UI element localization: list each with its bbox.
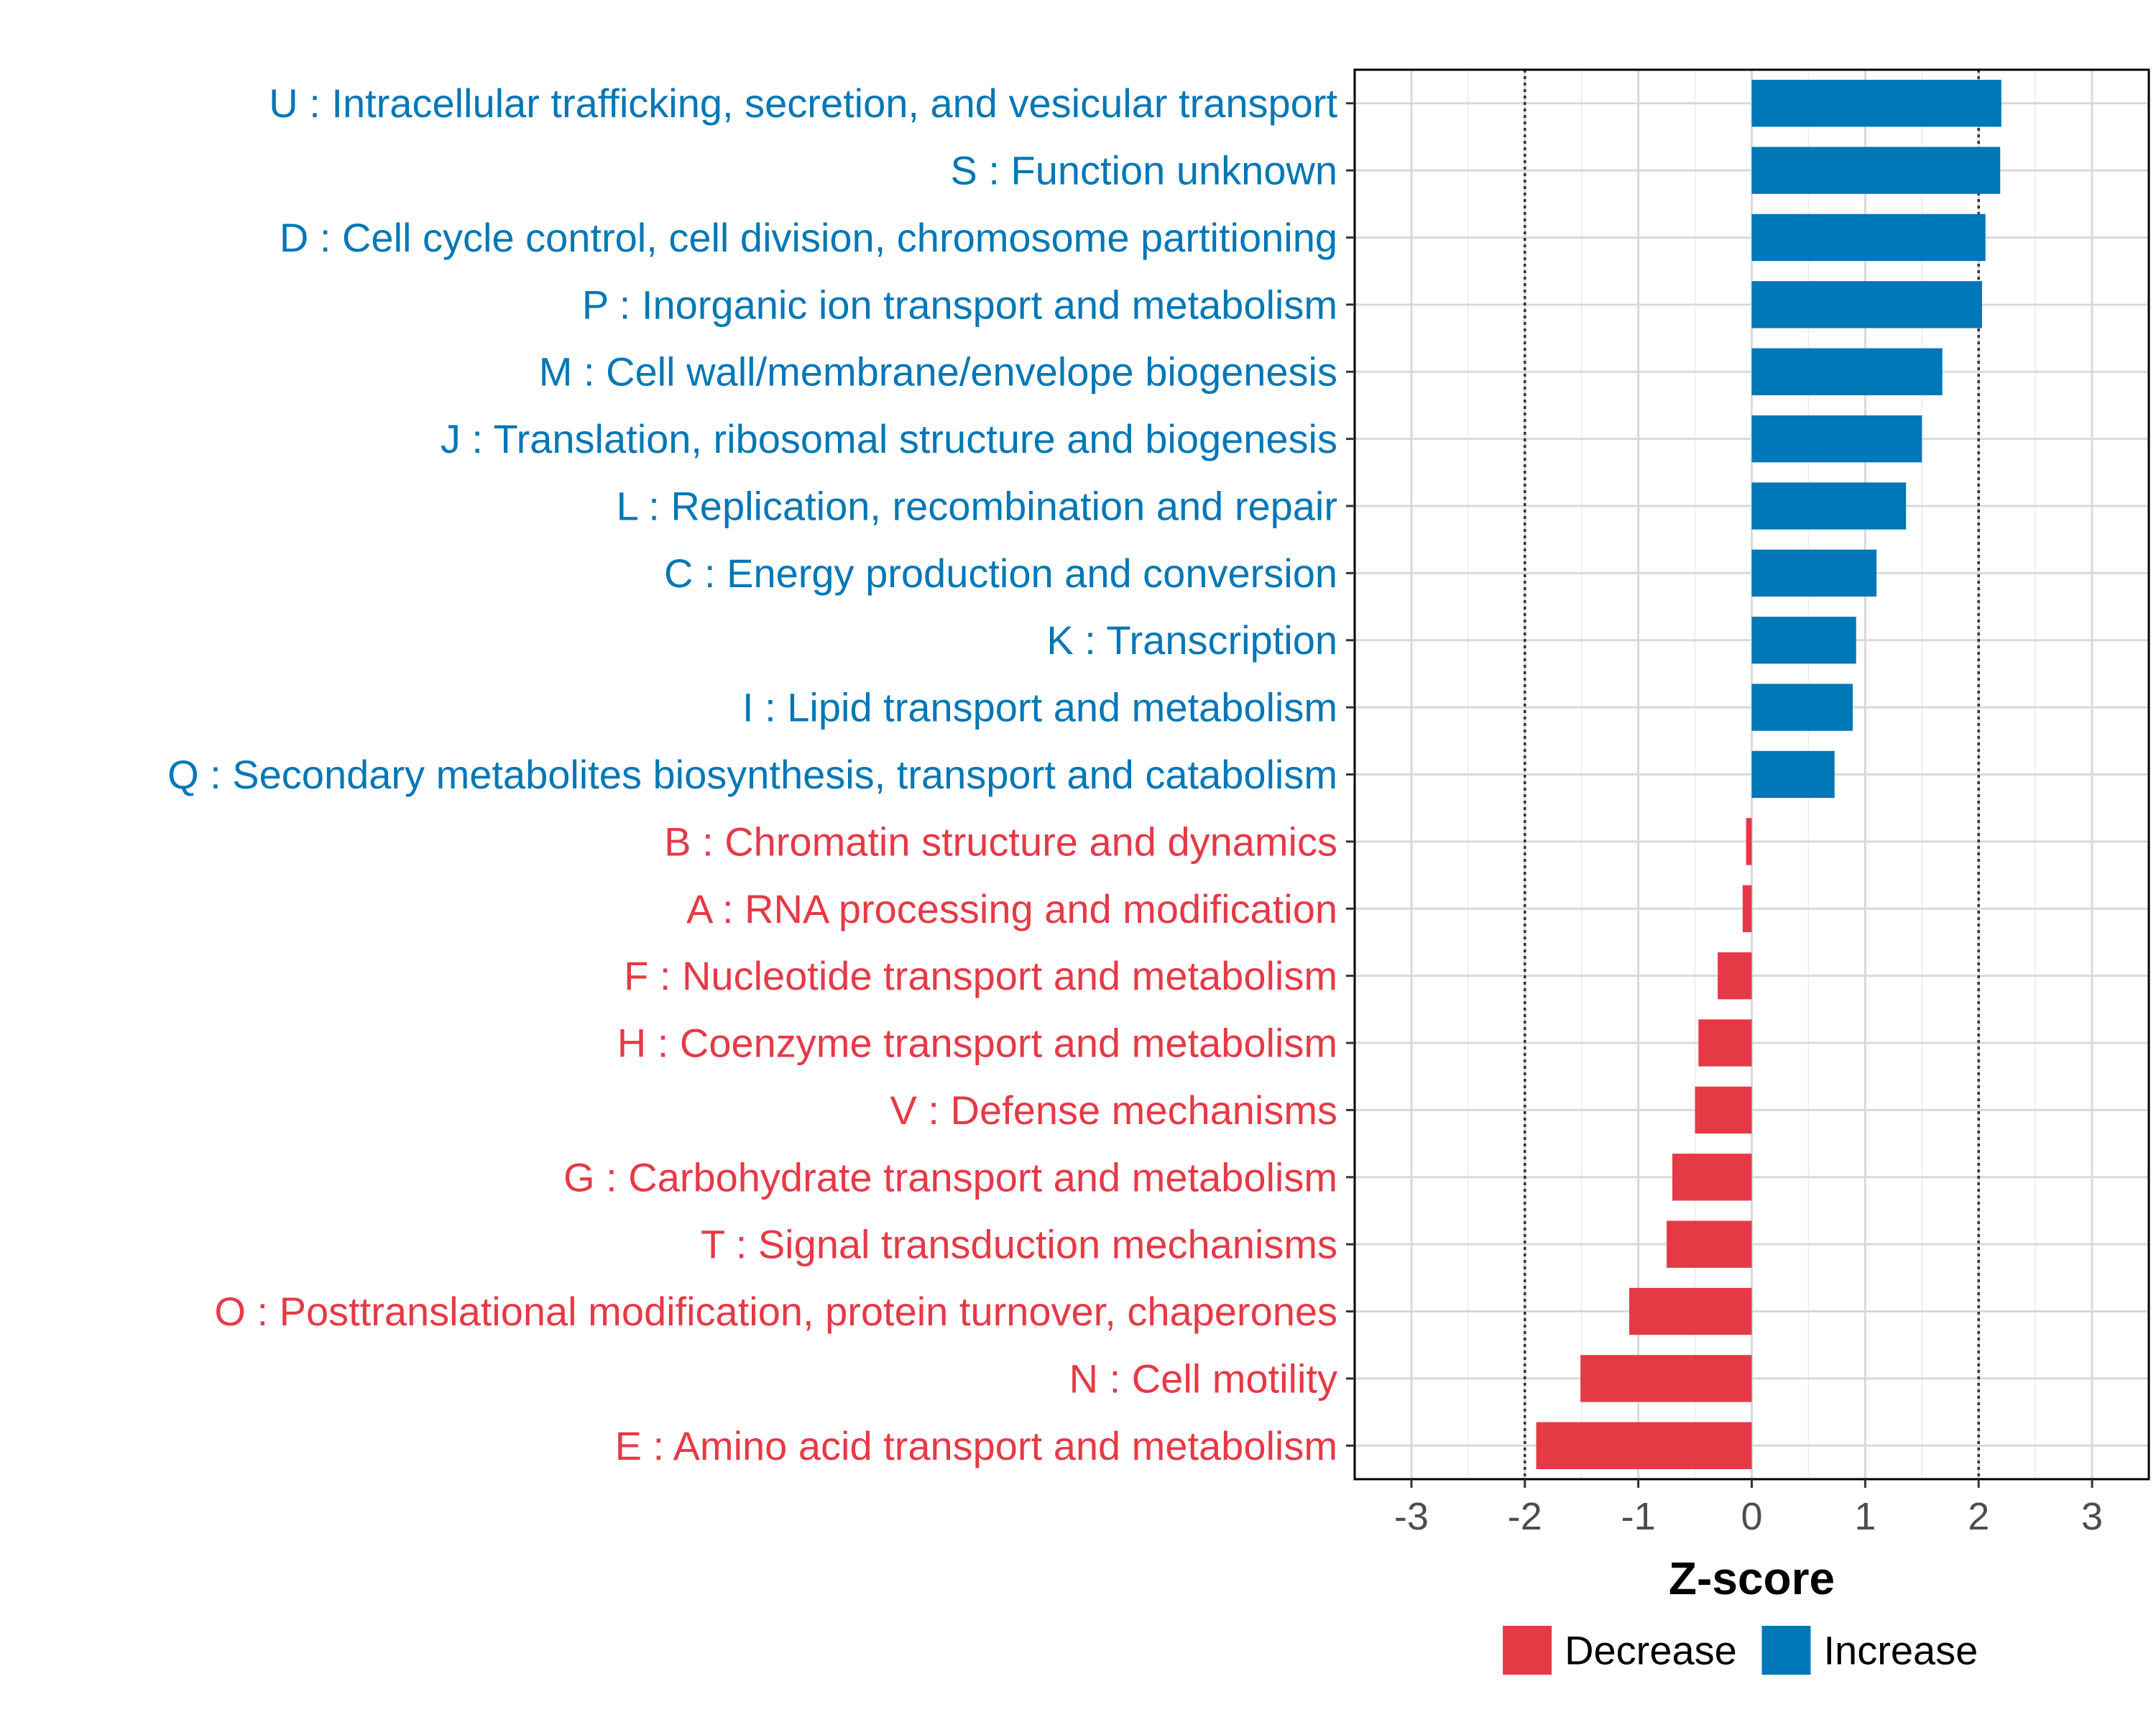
category-label: B : Chromatin structure and dynamics (664, 819, 1337, 864)
category-label: G : Carbohydrate transport and metabolis… (563, 1154, 1337, 1200)
bar (1751, 415, 1922, 463)
legend-label: Increase (1824, 1628, 1978, 1673)
bar (1751, 482, 1907, 530)
category-label: N : Cell motility (1069, 1356, 1337, 1401)
bar (1751, 147, 2001, 194)
legend-key (1503, 1626, 1552, 1675)
category-labels: U : Intracellular trafficking, secretion… (167, 80, 1355, 1468)
bar (1695, 1086, 1752, 1134)
category-label: T : Signal transduction mechanisms (701, 1222, 1337, 1267)
bar (1672, 1154, 1752, 1201)
bar (1751, 80, 2001, 127)
bar (1751, 348, 1943, 395)
x-tick-label: 1 (1854, 1495, 1876, 1538)
category-label: O : Posttranslational modification, prot… (214, 1289, 1337, 1334)
x-tick-label: 2 (1968, 1495, 1989, 1538)
category-label: U : Intracellular trafficking, secretion… (269, 80, 1337, 126)
category-label: V : Defense mechanisms (890, 1087, 1337, 1133)
bar (1629, 1287, 1752, 1335)
bar (1536, 1422, 1752, 1469)
legend-key (1761, 1626, 1811, 1675)
x-tick-label: -1 (1621, 1495, 1656, 1538)
category-label: A : RNA processing and modification (686, 886, 1337, 932)
category-label: D : Cell cycle control, cell division, c… (280, 215, 1337, 260)
bar (1751, 750, 1835, 799)
category-label: C : Energy production and conversion (664, 551, 1337, 596)
bar (1718, 952, 1752, 1000)
category-label: K : Transcription (1046, 617, 1337, 663)
x-axis-title: Z-score (1669, 1552, 1835, 1604)
x-tick-label: -2 (1508, 1495, 1542, 1538)
legend: Decrease Increase (1503, 1626, 1978, 1675)
category-label: M : Cell wall/membrane/envelope biogenes… (539, 349, 1337, 395)
category-label: J : Translation, ribosomal structure and… (441, 416, 1337, 461)
bar (1751, 281, 1982, 328)
bar (1580, 1355, 1752, 1402)
bar (1742, 885, 1752, 932)
bar (1751, 617, 1856, 664)
bar (1751, 684, 1853, 731)
category-label: F : Nucleotide transport and metabolism (624, 953, 1337, 998)
bar (1698, 1019, 1752, 1067)
category-label: I : Lipid transport and metabolism (742, 685, 1337, 730)
bars (1536, 80, 2001, 1469)
category-label: E : Amino acid transport and metabolism (615, 1423, 1337, 1468)
x-tick-label: 0 (1741, 1495, 1762, 1538)
x-tick-label: 3 (2081, 1495, 2103, 1538)
x-axis: -3 -2 -1 0 1 2 3 (1394, 1479, 2103, 1538)
category-label: P : Inorganic ion transport and metaboli… (582, 282, 1337, 327)
bar (1667, 1220, 1752, 1268)
x-tick-label: -3 (1394, 1495, 1429, 1538)
bar (1746, 818, 1752, 865)
bar (1751, 213, 1986, 262)
category-label: L : Replication, recombination and repai… (617, 483, 1337, 528)
category-label: H : Coenzyme transport and metabolism (617, 1021, 1337, 1066)
category-label: Q : Secondary metabolites biosynthesis, … (167, 752, 1337, 797)
category-label: S : Function unknown (950, 148, 1337, 193)
legend-label: Decrease (1565, 1628, 1737, 1673)
bar (1751, 549, 1877, 597)
